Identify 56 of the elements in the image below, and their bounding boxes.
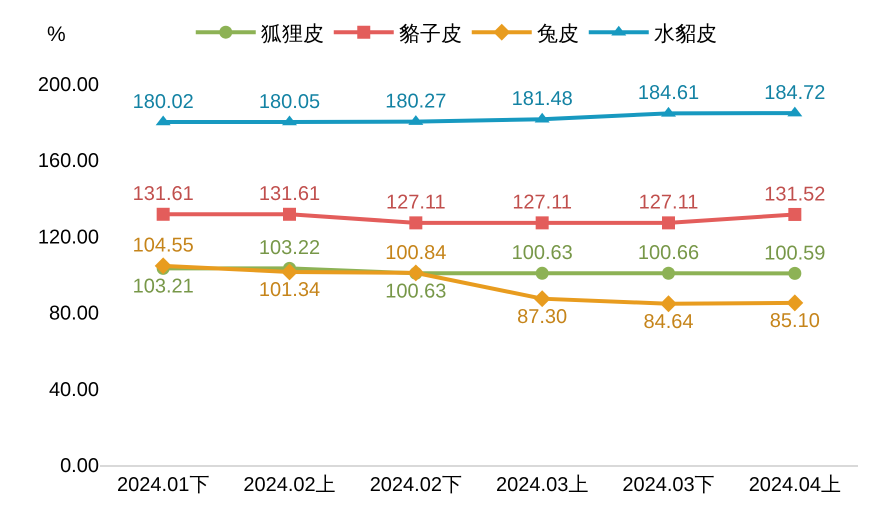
point (156, 208, 170, 221)
data-label: 180.05 (258, 90, 320, 113)
data-label: 127.11 (386, 192, 446, 214)
data-label: 131.61 (132, 183, 194, 206)
data-label: 85.10 (770, 310, 820, 332)
data-label: 100.59 (764, 242, 826, 264)
data-label: 180.02 (132, 90, 194, 113)
legend-label: 貉子皮 (398, 22, 462, 46)
point (283, 208, 296, 221)
y-tick-label: 0.00 (60, 455, 99, 477)
data-label: 100.66 (638, 242, 700, 264)
y-tick-label: 40.00 (48, 378, 99, 401)
x-tick-label: 2024.03上 (496, 474, 588, 496)
point (281, 264, 298, 280)
data-label: 184.61 (638, 82, 700, 104)
legend-label: 兔皮 (536, 22, 579, 46)
data-label: 127.11 (638, 192, 698, 214)
legend-label: 水貂皮 (654, 22, 717, 46)
y-tick-label: 200.00 (38, 74, 99, 96)
data-label: 84.64 (643, 310, 694, 333)
data-label: 101.34 (258, 279, 320, 302)
point (788, 266, 802, 280)
x-tick-label: 2024.03下 (622, 474, 715, 496)
point (662, 216, 675, 230)
point (660, 295, 677, 312)
data-label: 181.48 (512, 88, 573, 110)
data-label: 184.72 (764, 82, 826, 104)
data-label: 131.52 (764, 183, 826, 206)
data-label: 104.55 (132, 234, 194, 257)
point (154, 257, 172, 274)
point (662, 266, 675, 280)
legend-label: 狐狸皮 (260, 22, 324, 46)
data-label: 100.84 (385, 242, 446, 264)
y-tick-label: 120.00 (38, 226, 99, 248)
point (536, 216, 549, 230)
data-label: 180.27 (385, 90, 446, 112)
data-label: 131.61 (258, 183, 320, 206)
point (407, 264, 424, 282)
data-label: 100.63 (512, 242, 573, 264)
x-tick-label: 2024.01下 (117, 474, 210, 496)
point (786, 294, 804, 312)
point (536, 266, 549, 280)
data-label: 103.21 (132, 276, 194, 298)
data-label: 87.30 (517, 306, 568, 328)
point (534, 290, 551, 308)
point (409, 216, 422, 230)
data-label: 100.63 (385, 280, 446, 302)
point (788, 208, 802, 221)
x-tick-label: 2024.04上 (748, 474, 841, 496)
y-tick-label: 80.00 (48, 302, 99, 325)
y-axis-title: % (47, 23, 66, 46)
x-tick-label: 2024.02上 (243, 474, 336, 496)
data-label: 127.11 (512, 192, 572, 214)
data-label: 103.22 (258, 237, 320, 260)
x-tick-label: 2024.02下 (370, 474, 462, 496)
y-tick-label: 160.00 (38, 150, 99, 172)
